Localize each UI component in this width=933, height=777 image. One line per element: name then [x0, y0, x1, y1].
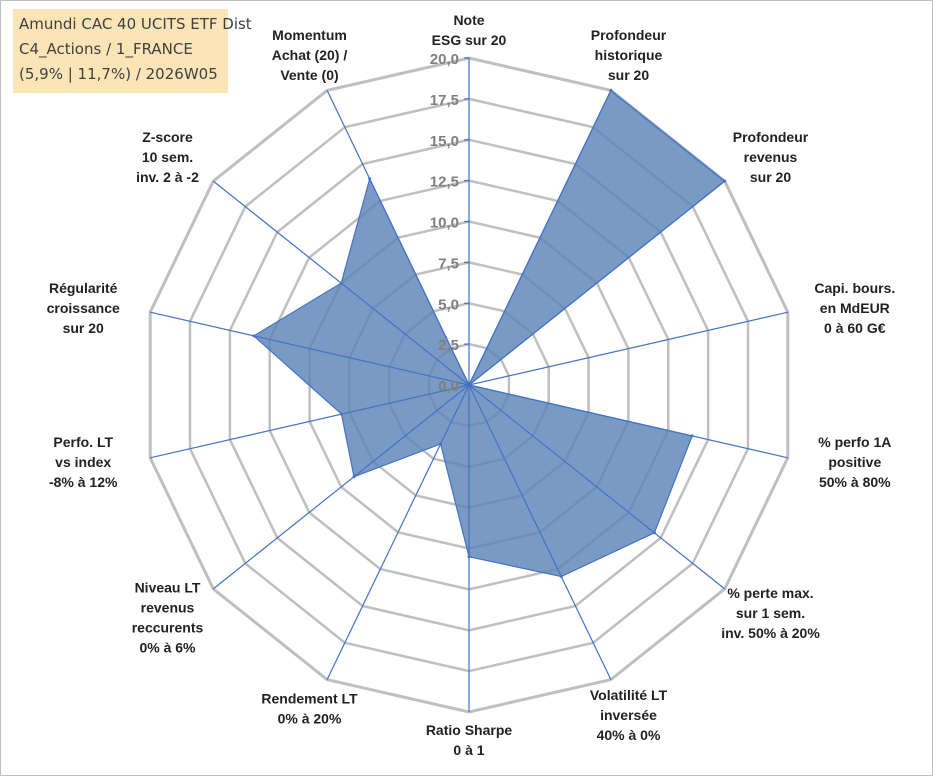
axis-label-5: % perte max. sur 1 sem. inv. 50% à 20% [721, 585, 820, 641]
axis-spoke-12 [212, 180, 470, 386]
axis-label-7-line-1: 0 à 1 [453, 742, 484, 758]
axis-label-2-line-1: revenus [744, 149, 798, 165]
axis-label-1-line-0: Profondeur [591, 27, 667, 43]
axis-label-5-line-0: % perte max. [727, 585, 813, 601]
tick-label-0: 0,0 [438, 378, 459, 395]
axis-spoke-13 [326, 90, 470, 386]
axis-label-10: Perfo. LT vs index -8% à 12% [49, 434, 118, 490]
axis-label-13-line-1: Achat (20) / [272, 47, 348, 63]
tick-label-7: 17,5 [430, 92, 459, 109]
axis-label-2-line-2: sur 20 [750, 169, 791, 185]
axis-label-5-line-1: sur 1 sem. [736, 605, 805, 621]
axis-label-1: Profondeur historique sur 20 [591, 27, 667, 83]
axis-label-13-line-0: Momentum [272, 27, 347, 43]
axis-label-7: Ratio Sharpe 0 à 1 [426, 722, 513, 758]
axis-label-10-line-1: vs index [55, 454, 111, 470]
axis-spoke-5 [468, 384, 726, 590]
series-area [252, 89, 726, 578]
axis-label-11-line-2: sur 20 [63, 320, 104, 336]
axis-spoke-1 [468, 90, 612, 386]
axis-label-8: Rendement LT 0% à 20% [261, 690, 358, 726]
axis-label-9-line-0: Niveau LT [135, 580, 201, 596]
axis-label-11-line-0: Régularité [49, 280, 118, 296]
axis-label-1-line-1: historique [595, 47, 663, 63]
tick-label-8: 20,0 [430, 51, 459, 68]
axis-label-10-line-2: -8% à 12% [49, 474, 118, 490]
title-line-3: (5,9% | 11,7%) / 2026W05 [19, 65, 218, 83]
axis-label-4: % perfo 1A positive 50% à 80% [818, 434, 891, 490]
axis-label-6: Volatilité LT inversée 40% à 0% [590, 687, 668, 743]
axis-label-12: Z-score 10 sem. inv. 2 à -2 [136, 129, 199, 185]
axis-label-9: Niveau LT revenus reccurents 0% à 6% [132, 580, 204, 656]
axis-label-9-line-3: 0% à 6% [139, 640, 196, 656]
axis-spoke-6 [468, 384, 612, 680]
axis-label-13-line-2: Vente (0) [280, 67, 338, 83]
axis-label-9-line-2: reccurents [132, 620, 204, 636]
tick-label-1: 2,5 [438, 337, 459, 354]
title-line-2: C4_Actions / 1_FRANCE [19, 40, 193, 58]
axis-label-2: Profondeur revenus sur 20 [733, 129, 809, 185]
axis-label-12-line-2: inv. 2 à -2 [136, 169, 199, 185]
axis-label-0: Note ESG sur 20 [432, 12, 507, 48]
axis-label-6-line-1: inversée [600, 707, 657, 723]
axis-label-2-line-0: Profondeur [733, 129, 809, 145]
axis-spoke-9 [212, 384, 470, 590]
axis-label-11: Régularité croissance sur 20 [47, 280, 120, 336]
axis-label-4-line-1: positive [828, 454, 881, 470]
axis-label-10-line-0: Perfo. LT [53, 434, 113, 450]
axis-label-4-line-2: 50% à 80% [819, 474, 891, 490]
axis-label-3-line-2: 0 à 60 G€ [824, 320, 886, 336]
axis-label-0-line-0: Note [453, 12, 484, 28]
tick-label-4: 10,0 [430, 215, 459, 232]
title-line-1: Amundi CAC 40 UCITS ETF Dist [19, 15, 252, 33]
axis-label-6-line-2: 40% à 0% [597, 727, 661, 743]
tick-label-6: 15,0 [430, 133, 459, 150]
tick-label-5: 12,5 [430, 174, 459, 191]
axis-spoke-10 [150, 384, 470, 459]
axis-label-1-line-2: sur 20 [608, 67, 649, 83]
axis-label-5-line-2: inv. 50% à 20% [721, 625, 820, 641]
tick-label-2: 5,0 [438, 296, 459, 313]
axis-label-9-line-1: revenus [141, 600, 195, 616]
axis-label-0-line-1: ESG sur 20 [432, 32, 507, 48]
axis-label-4-line-0: % perfo 1A [818, 434, 891, 450]
axis-label-13: Momentum Achat (20) / Vente (0) [272, 27, 348, 83]
axis-label-12-line-0: Z-score [142, 129, 193, 145]
axis-label-12-line-1: 10 sem. [142, 149, 193, 165]
axis-label-3-line-1: en MdEUR [820, 300, 890, 316]
axis-label-11-line-1: croissance [47, 300, 120, 316]
axis-label-3: Capi. bours. en MdEUR 0 à 60 G€ [814, 280, 895, 336]
tick-label-3: 7,5 [438, 255, 459, 272]
axis-spoke-11 [150, 311, 470, 386]
axis-label-7-line-0: Ratio Sharpe [426, 722, 513, 738]
axis-label-6-line-0: Volatilité LT [590, 687, 668, 703]
chart-title-box: Amundi CAC 40 UCITS ETF Dist C4_Actions … [13, 9, 252, 93]
axis-spoke-3 [468, 311, 788, 386]
axis-label-8-line-1: 0% à 20% [278, 710, 342, 726]
axis-spoke-8 [326, 384, 470, 680]
axis-spoke-2 [468, 180, 726, 386]
axis-spoke-4 [468, 384, 788, 459]
axis-label-3-line-0: Capi. bours. [814, 280, 895, 296]
axis-label-8-line-0: Rendement LT [261, 690, 358, 706]
